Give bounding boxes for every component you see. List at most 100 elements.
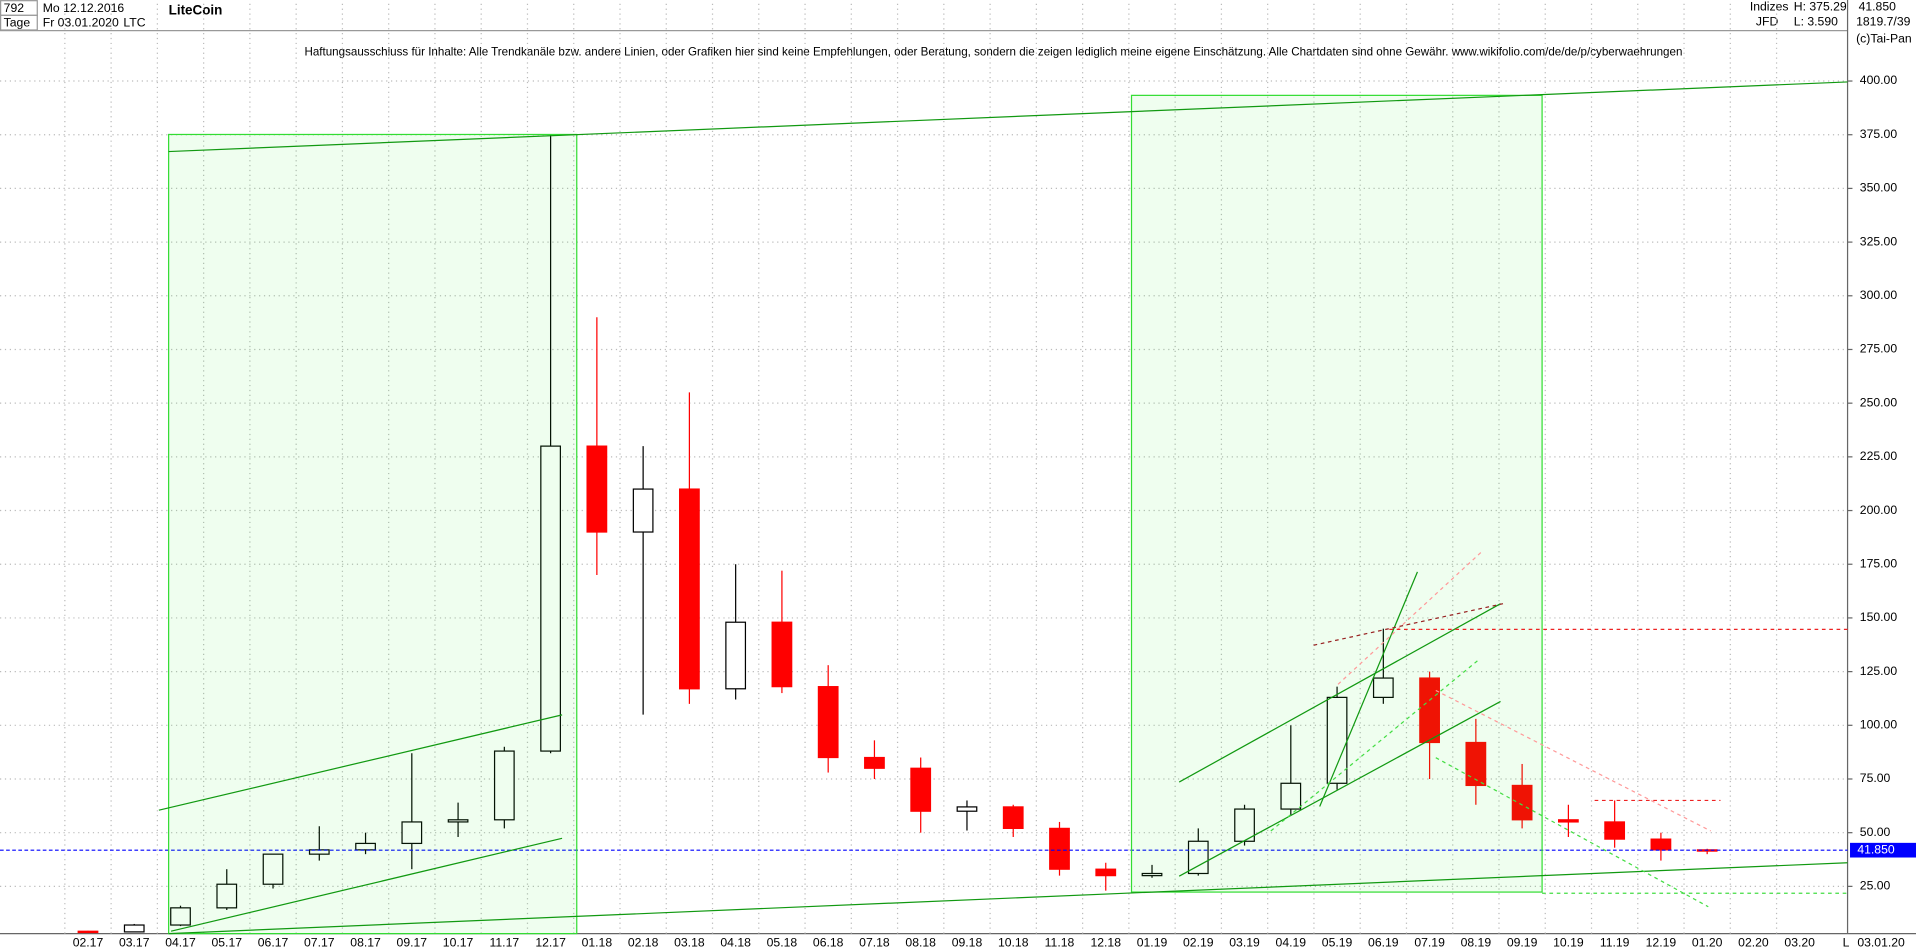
y-tick-label: 400.00 xyxy=(1860,73,1898,87)
candle-body xyxy=(725,621,747,690)
symbol: LTC xyxy=(123,15,145,29)
x-tick-label: 02.18 xyxy=(628,936,659,950)
x-tick-label: 10.18 xyxy=(998,936,1029,950)
y-tick-label: 175.00 xyxy=(1860,556,1898,570)
x-tick-label: 06.17 xyxy=(258,936,289,950)
y-tick-label: 350.00 xyxy=(1860,181,1898,195)
last: 41.850 xyxy=(1859,0,1897,14)
candle-body xyxy=(1049,827,1070,870)
trend-line xyxy=(170,837,563,932)
candle-body xyxy=(540,445,561,752)
last-price-tag xyxy=(1850,842,1916,858)
x-tick-label: 03.20 xyxy=(1784,936,1815,950)
trend-line xyxy=(158,714,563,811)
scale-label: L xyxy=(1843,936,1850,950)
x-tick-label: 01.20 xyxy=(1692,936,1723,950)
x-tick-label: 04.17 xyxy=(165,936,196,950)
trend-line xyxy=(168,862,1848,935)
y-tick-label: 225.00 xyxy=(1860,449,1898,463)
plot: 25.00 50.00 75.00 100.00 125.00 150.00 175.00 2… xyxy=(0,3,1898,950)
candle-body xyxy=(771,621,793,688)
x-tick-label: 11.17 xyxy=(490,936,520,950)
y-tick-label: 325.00 xyxy=(1860,234,1898,248)
x-tick-label: 06.19 xyxy=(1368,936,1399,950)
candle-body xyxy=(910,767,932,812)
candle-body xyxy=(586,445,608,533)
source: JFD xyxy=(1756,14,1779,28)
x-tick-label: 10.17 xyxy=(443,936,474,950)
candle-body xyxy=(864,756,885,769)
x-tick-label: 07.19 xyxy=(1414,936,1445,950)
x-tick-label: 03.17 xyxy=(119,936,150,950)
x-tick-label: 08.18 xyxy=(905,936,936,950)
candle-body xyxy=(1141,872,1163,877)
candle-body xyxy=(1280,782,1302,810)
x-tick-label: 04.18 xyxy=(720,936,751,950)
x-tick-label: 08.19 xyxy=(1461,936,1492,950)
x-tick-label: 02.17 xyxy=(73,936,104,950)
candle-body xyxy=(401,821,423,845)
y-tick-label: 50.00 xyxy=(1860,825,1891,839)
x-tick-label: 09.17 xyxy=(397,936,428,950)
trend-line xyxy=(1313,603,1504,646)
x-tick-label: 02.20 xyxy=(1738,936,1769,950)
group: Indizes xyxy=(1750,0,1789,14)
candle-body xyxy=(1419,677,1440,744)
x-tick-label: 12.17 xyxy=(535,936,566,950)
x-tick-label: 11.19 xyxy=(1600,936,1630,950)
candle-body xyxy=(262,853,284,885)
x-tick-label: 12.18 xyxy=(1090,936,1121,950)
y-tick-label: 250.00 xyxy=(1860,395,1898,409)
candle-body xyxy=(170,907,191,926)
start-date: Mo 12.12.2016 xyxy=(43,1,125,15)
header: 792 Mo 12.12.2016 Tage Fr 03.01.2020 LTC… xyxy=(0,0,1912,59)
x-tick-label: 10.19 xyxy=(1553,936,1584,950)
candle-body xyxy=(447,819,469,823)
trend-line xyxy=(1435,689,1711,832)
candle-body xyxy=(1557,819,1579,823)
count: 1819.7/39 xyxy=(1856,14,1911,28)
copyright: (c)Tai-Pan xyxy=(1856,31,1912,45)
candle-body xyxy=(1604,821,1626,840)
x-tick-label: 08.17 xyxy=(350,936,381,950)
candle-body xyxy=(355,842,376,851)
candle-body xyxy=(77,930,99,934)
x-tick-label: 01.18 xyxy=(582,936,613,950)
x-tick-label: 05.19 xyxy=(1322,936,1353,950)
candle-body xyxy=(956,806,978,812)
x-tick-label: 05.17 xyxy=(211,936,242,950)
x-tick-label: 09.19 xyxy=(1507,936,1538,950)
x-tick-label: 05.18 xyxy=(767,936,798,950)
disclaimer: Haftungsausschluss für Inhalte: Alle Tre… xyxy=(304,46,1682,59)
zone-box xyxy=(168,133,578,935)
instrument-name: LiteCoin xyxy=(169,3,223,18)
x-tick-label: 01.19 xyxy=(1137,936,1168,950)
trend-line xyxy=(168,81,1848,153)
zone-box xyxy=(1130,94,1543,893)
candle-body xyxy=(123,924,145,933)
candle-body xyxy=(817,686,839,759)
candle-body xyxy=(216,883,238,909)
candle-body xyxy=(1002,806,1024,829)
y-tick-label: 375.00 xyxy=(1860,127,1898,141)
x-tick-label: 06.18 xyxy=(813,936,844,950)
y-tick-label: 25.00 xyxy=(1860,879,1891,893)
end-date: Fr 03.01.2020 xyxy=(43,15,119,29)
y-tick-label: 75.00 xyxy=(1860,771,1891,785)
candle-body xyxy=(1650,838,1672,851)
x-tick-label: 03.18 xyxy=(674,936,705,950)
candle-body xyxy=(1511,784,1533,821)
candle-body xyxy=(1095,868,1117,877)
low: L: 3.590 xyxy=(1794,14,1838,28)
x-tick-label: 09.18 xyxy=(952,936,983,950)
y-tick-label: 300.00 xyxy=(1860,288,1898,302)
x-tick-label: 12.19 xyxy=(1646,936,1677,950)
x-tick-label: 02.19 xyxy=(1183,936,1214,950)
x-tick-label: 07.18 xyxy=(859,936,890,950)
candle-body xyxy=(1465,741,1487,787)
date-label: 03.01.20 xyxy=(1857,936,1905,950)
candle-body xyxy=(1187,840,1209,875)
trend-line xyxy=(1178,700,1501,877)
